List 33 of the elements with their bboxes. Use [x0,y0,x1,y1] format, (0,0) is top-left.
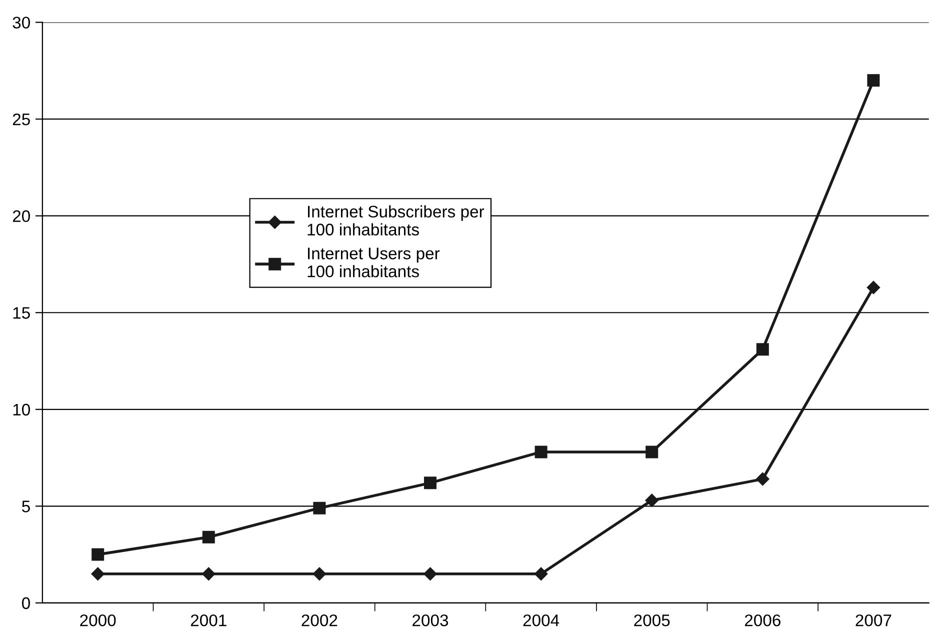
point [313,502,326,514]
point [646,446,658,458]
point [756,472,770,486]
x-tick-label: 2004 [523,614,560,626]
y-tick-label: 20 [12,210,30,222]
point [645,494,658,507]
y-tick-label: 15 [13,307,30,319]
y-tick-label: 0 [22,597,30,610]
legend-label: Internet Subscribers per 100 inhabitants [308,205,484,236]
point [92,548,104,561]
y-tick-label: 30 [12,16,30,29]
point [202,530,215,544]
point [424,476,436,490]
point [756,343,769,356]
point [312,567,326,580]
point [534,446,548,458]
x-tick-label: 2000 [80,614,116,626]
x-tick-label: 2006 [744,614,780,626]
x-tick-label: 2007 [856,614,892,626]
x-tick-label: 2001 [190,614,226,626]
point [866,280,880,294]
point [534,567,548,580]
x-tick-label: 2002 [302,614,338,626]
y-tick-label: 25 [12,113,30,126]
point [202,567,216,580]
y-tick-label: 5 [22,500,30,512]
x-tick-label: 2005 [634,614,670,626]
point [91,567,104,580]
point [867,74,880,87]
legend-label: Internet Users per 100 inhabitants [308,248,440,278]
x-tick-label: 2003 [412,614,448,626]
y-tick-label: 10 [13,404,30,416]
point [424,567,437,580]
